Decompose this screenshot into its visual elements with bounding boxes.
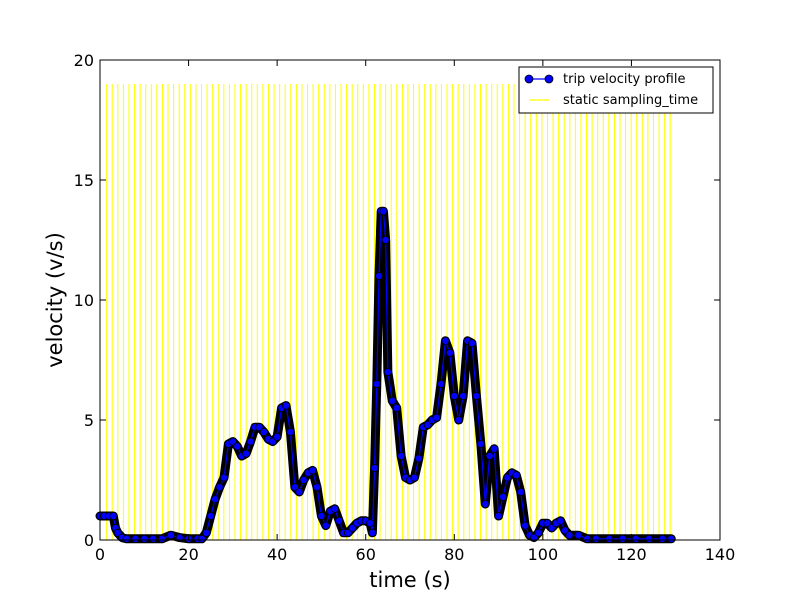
velocity-point-56 [370,463,379,472]
velocity-point-106 [592,534,601,543]
legend-marker-velocity-right [544,74,554,84]
y-tick-label-2: 10 [74,291,94,310]
velocity-point-58 [374,271,383,280]
velocity-point-65 [397,451,406,460]
velocity-point-91 [512,471,521,480]
velocity-point-60 [379,207,388,216]
velocity-point-26 [242,449,251,458]
velocity-point-108 [618,534,627,543]
velocity-point-81 [467,339,476,348]
velocity-point-57 [372,379,381,388]
velocity-point-17 [202,528,211,537]
legend-box [518,66,714,114]
x-tick-label-4: 80 [444,545,464,564]
velocity-point-43 [317,512,326,521]
velocity-point-44 [321,521,330,530]
velocity-point-55 [368,528,377,537]
legend-marker-velocity-left [524,74,534,84]
y-tick-label-3: 15 [74,171,94,190]
y-tick-label-1: 5 [84,411,94,430]
velocity-point-24 [233,442,242,451]
velocity-point-38 [295,487,304,496]
velocity-series-group [95,206,676,544]
velocity-point-112 [667,534,676,543]
velocity-point-8 [131,534,140,543]
velocity-point-92 [516,487,525,496]
plot-frame [99,59,721,541]
velocity-point-103 [565,531,574,540]
velocity-point-27 [246,437,255,446]
velocity-point-33 [273,432,282,441]
ticks-group: 0 20 40 60 80 100 120 140 0 5 10 15 20 [74,51,736,564]
velocity-point-42 [312,483,321,492]
velocity-point-3 [109,512,118,521]
velocity-point-36 [286,427,295,436]
velocity-point-77 [450,391,459,400]
velocity-point-62 [383,367,392,376]
y-tick-label-0: 0 [84,531,94,550]
velocity-point-86 [490,444,499,453]
x-tick-label-5: 100 [528,545,559,564]
velocity-point-88 [498,492,507,501]
velocity-point-87 [494,512,503,521]
velocity-point-110 [645,534,654,543]
velocity-point-69 [414,454,423,463]
y-tick-label-4: 20 [74,51,94,70]
velocity-point-105 [583,534,592,543]
velocity-point-78 [454,415,463,424]
x-tick-label-2: 40 [267,545,287,564]
velocity-point-104 [574,531,583,540]
legend-label-sampling: static sampling_time [563,93,698,108]
velocity-point-96 [534,528,543,537]
velocity-point-54 [366,519,375,528]
velocity-point-12 [166,531,175,540]
velocity-point-73 [432,413,441,422]
velocity-point-20 [215,483,224,492]
velocity-point-13 [175,533,184,542]
velocity-point-76 [445,348,454,357]
velocity-point-21 [219,473,228,482]
legend: trip velocity profile static sampling_ti… [518,66,714,114]
velocity-point-63 [388,396,397,405]
velocity-point-93 [521,521,530,530]
legend-label-velocity: trip velocity profile [563,72,685,87]
velocity-point-11 [157,534,166,543]
sampling-lines-group [106,84,671,540]
x-tick-label-6: 120 [616,545,647,564]
x-tick-label-0: 0 [95,545,105,564]
velocity-point-41 [308,466,317,475]
velocity-point-107 [605,534,614,543]
velocity-point-16 [197,534,206,543]
velocity-point-7 [122,534,131,543]
velocity-point-85 [485,451,494,460]
velocity-point-35 [281,401,290,410]
x-tick-label-3: 60 [356,545,376,564]
velocity-point-68 [410,473,419,482]
velocity-point-79 [459,391,468,400]
x-axis-label: time (s) [369,568,450,592]
velocity-point-30 [259,427,268,436]
velocity-point-39 [299,475,308,484]
velocity-point-19 [211,495,220,504]
velocity-point-74 [436,379,445,388]
velocity-point-18 [206,512,215,521]
velocity-point-47 [335,516,344,525]
velocity-point-10 [149,534,158,543]
velocity-point-61 [381,235,390,244]
velocity-point-9 [140,534,149,543]
velocity-point-101 [556,516,565,525]
velocity-point-111 [658,534,667,543]
velocity-point-75 [441,336,450,345]
x-tick-label-1: 20 [178,545,198,564]
y-axis-label: velocity (v/s) [43,232,67,368]
velocity-point-82 [472,391,481,400]
x-tick-label-7: 140 [705,545,736,564]
velocity-point-109 [631,534,640,543]
velocity-point-84 [481,499,490,508]
velocity-point-83 [476,439,485,448]
velocity-point-64 [392,403,401,412]
velocity-point-46 [330,504,339,513]
